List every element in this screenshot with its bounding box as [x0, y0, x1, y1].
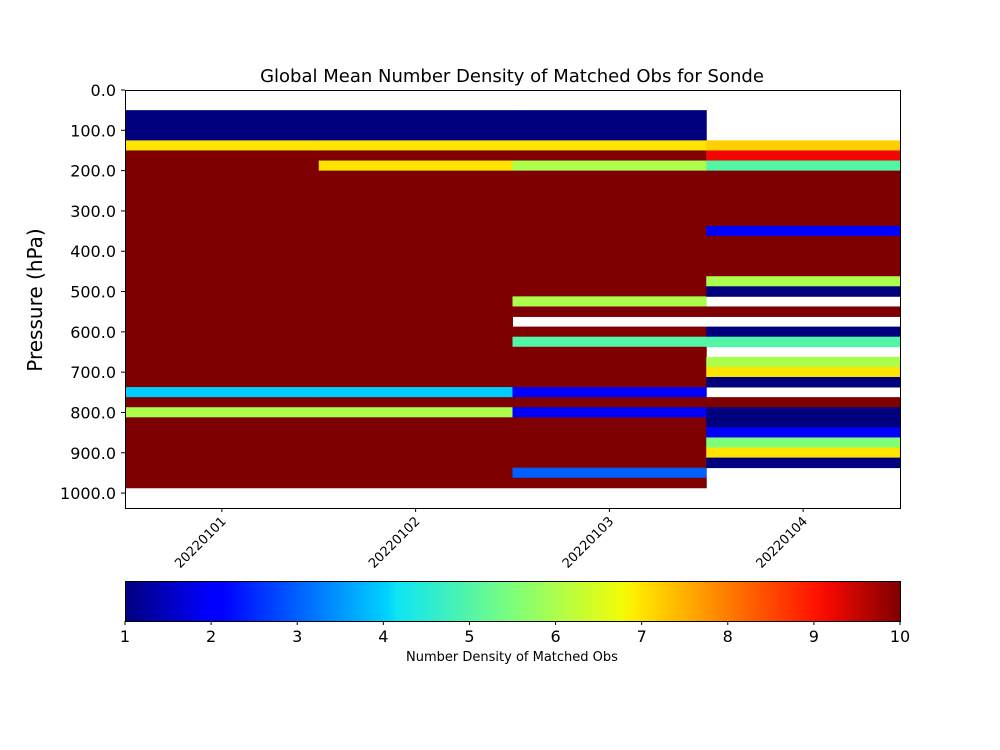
y-tick-label: 400.0	[70, 242, 116, 261]
heatmap-cell	[512, 326, 707, 338]
heatmap-cell	[706, 286, 901, 297]
x-axis: 20220101 20220102 20220103 20220104	[172, 508, 811, 572]
y-tick-label: 500.0	[70, 283, 116, 302]
y-tick-label: 0.0	[91, 81, 116, 100]
heatmap-cell	[125, 417, 320, 489]
x-tick-label: 20220104	[754, 514, 811, 571]
colorbar-gradient	[125, 581, 900, 621]
heatmap-cell	[706, 407, 901, 428]
heatmap-cell	[318, 397, 513, 408]
heatmap-cell	[706, 225, 901, 237]
heatmap-cell	[318, 150, 513, 161]
heatmap-cell	[706, 427, 901, 438]
y-tick-label: 700.0	[70, 363, 116, 382]
y-axis-label: Pressure (hPa)	[23, 228, 47, 371]
heatmap-cell	[318, 387, 513, 398]
plot-frame	[125, 90, 901, 509]
colorbar-tick-label: 2	[206, 627, 216, 646]
heatmap-cell	[706, 336, 901, 348]
heatmap-cell	[512, 467, 707, 479]
heatmap-cell	[512, 407, 707, 418]
heatmap-cell	[706, 326, 901, 338]
heatmap-cell	[512, 336, 707, 348]
colorbar-tick-label: 9	[809, 627, 819, 646]
y-tick-label: 800.0	[70, 403, 116, 422]
heatmap-cell	[512, 296, 707, 307]
heatmap-cell	[512, 160, 707, 172]
heatmap-cell	[706, 397, 901, 408]
y-tick-label: 1000.0	[60, 484, 116, 503]
heatmap-cell	[318, 160, 513, 172]
heatmap-cell	[125, 170, 320, 388]
chart-title: Global Mean Number Density of Matched Ob…	[260, 66, 764, 87]
heatmap-cell	[512, 346, 707, 388]
heatmap-cell	[512, 140, 707, 151]
heatmap-cell	[706, 356, 901, 368]
heatmap-cell	[512, 417, 707, 469]
heatmap-cell	[125, 110, 320, 141]
heatmap-cell	[318, 407, 513, 418]
heatmap-cell	[512, 110, 707, 141]
heatmap-cell	[512, 387, 707, 398]
heatmap-cell	[125, 397, 320, 408]
heatmap-cell	[318, 140, 513, 151]
heatmap-cells	[125, 110, 901, 489]
heatmap-cell	[512, 397, 707, 408]
x-tick-label: 20220102	[366, 514, 423, 571]
colorbar-tick-label: 7	[637, 627, 647, 646]
y-tick-label: 100.0	[70, 121, 116, 140]
y-tick-label: 300.0	[70, 202, 116, 221]
heatmap-cell	[125, 140, 320, 151]
x-tick-label: 20220103	[560, 514, 617, 571]
y-axis: 0.0 100.0 200.0 300.0 400.0 500.0 600.0 700.0 80…	[60, 81, 125, 503]
heatmap-cell	[706, 160, 901, 172]
heatmap-cell	[318, 417, 513, 489]
heatmap-cell	[706, 306, 901, 317]
x-tick-label: 20220101	[172, 514, 229, 571]
colorbar-frame	[125, 581, 901, 622]
heatmap-cell	[706, 235, 901, 277]
y-tick-label: 600.0	[70, 323, 116, 342]
heatmap-cell	[706, 377, 901, 388]
colorbar-tick-label: 6	[550, 627, 560, 646]
heatmap-cell	[125, 160, 320, 172]
colorbar-tick-label: 8	[723, 627, 733, 646]
heatmap-cell	[706, 366, 901, 378]
heatmap-cell	[125, 407, 320, 418]
heatmap-cell	[706, 140, 901, 151]
heatmap-cell	[318, 170, 513, 388]
heatmap-cell	[512, 477, 707, 489]
heatmap-cell	[706, 447, 901, 459]
colorbar-tick-label: 1	[120, 627, 130, 646]
colorbar-tick-label: 4	[378, 627, 388, 646]
colorbar-tick-label: 5	[464, 627, 474, 646]
heatmap-cell	[706, 276, 901, 287]
colorbar-label: Number Density of Matched Obs	[406, 650, 618, 665]
colorbar-tick-label: 3	[292, 627, 302, 646]
heatmap-cell	[706, 437, 901, 448]
colorbar-tick-label: 10	[890, 627, 910, 646]
heatmap-cell	[125, 387, 320, 398]
heatmap-cell	[706, 170, 901, 227]
heatmap-cell	[706, 150, 901, 161]
heatmap-cell	[125, 150, 320, 161]
heatmap-cell	[706, 457, 901, 469]
heatmap-cell	[318, 110, 513, 141]
colorbar-axis: 1 2 3 4 5 6 7 8 9 10	[120, 621, 910, 646]
y-tick-label: 900.0	[70, 444, 116, 463]
heatmap-cell	[512, 306, 707, 317]
heatmap-cell	[512, 150, 707, 161]
heatmap-cell	[512, 170, 707, 297]
y-tick-label: 200.0	[70, 162, 116, 181]
